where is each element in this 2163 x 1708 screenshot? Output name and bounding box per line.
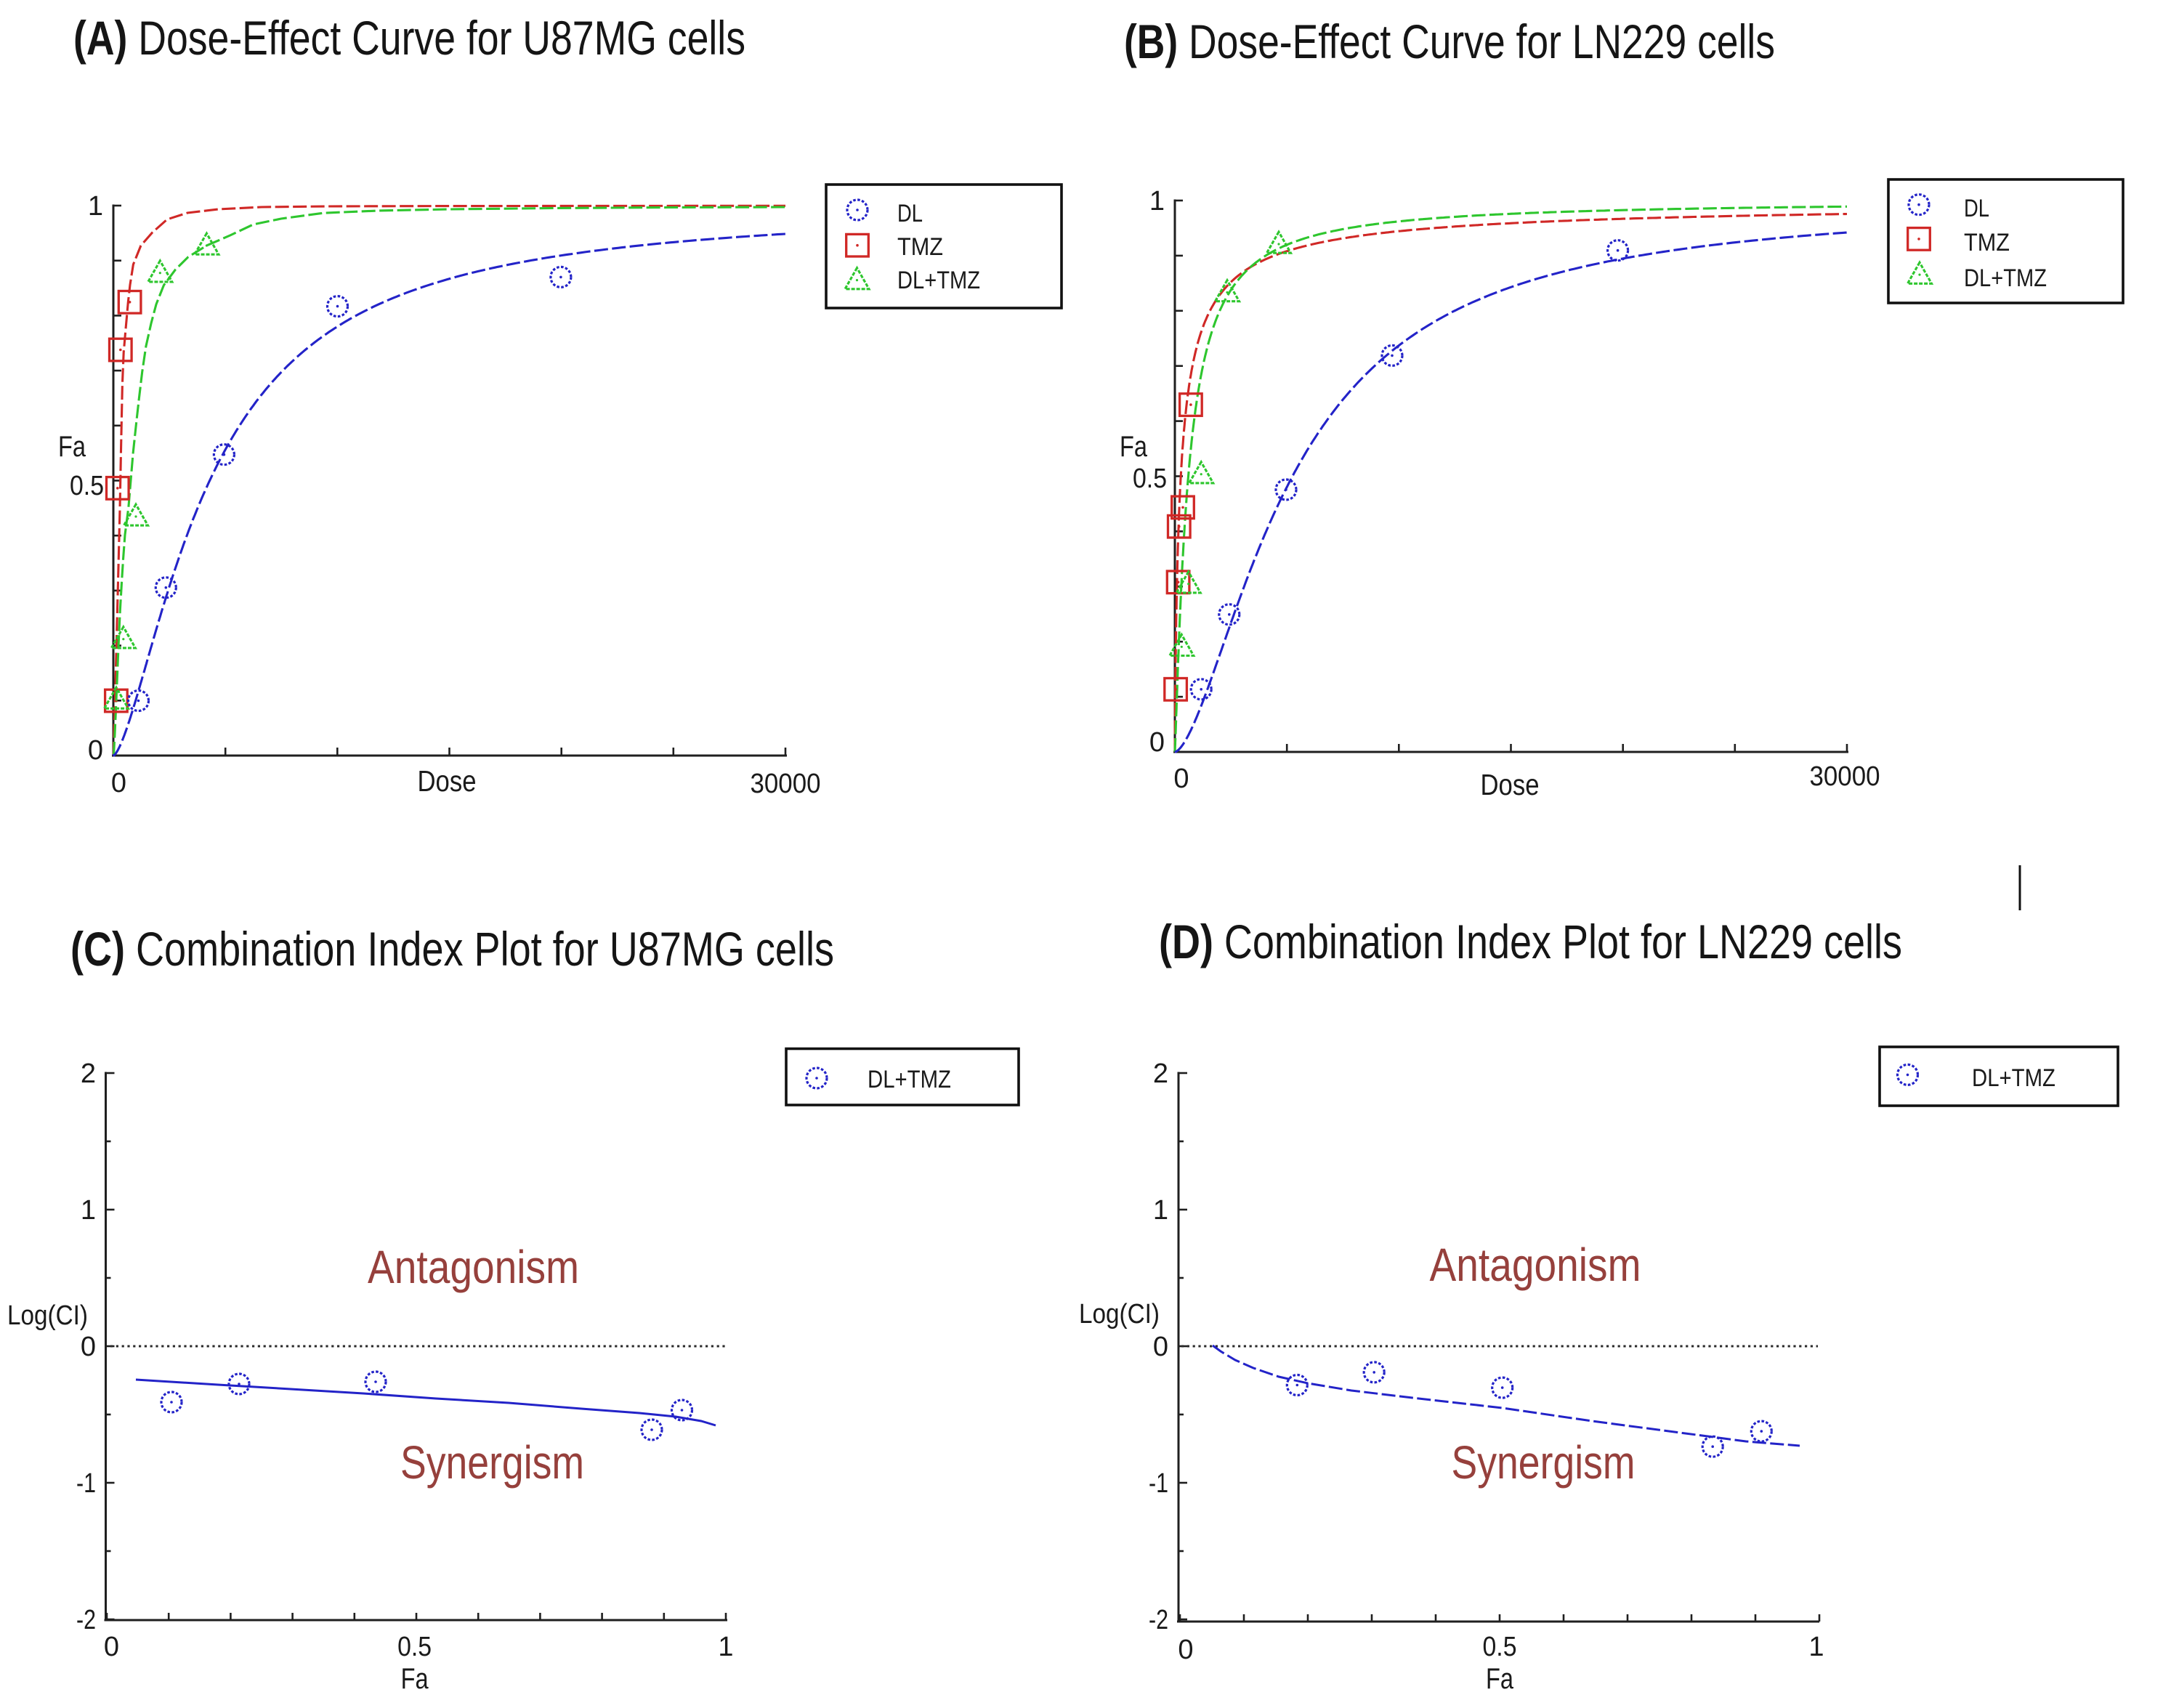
svg-text:Antagonism: Antagonism [1430,1239,1641,1291]
svg-text:Antagonism: Antagonism [368,1241,579,1293]
svg-text:DL: DL [1964,195,1989,222]
svg-text:0: 0 [1153,1332,1168,1362]
svg-text:(D) Combination Index Plot for: (D) Combination Index Plot for LN229 cel… [1159,915,1902,968]
svg-text:Fa: Fa [1120,431,1148,463]
svg-text:0: 0 [104,1632,119,1662]
svg-text:(B) Dose-Effect Curve for LN22: (B) Dose-Effect Curve for LN229 cells [1124,15,1775,68]
svg-text:Fa: Fa [1486,1663,1514,1695]
svg-text:0: 0 [81,1332,96,1362]
svg-text:Log(CI): Log(CI) [7,1300,88,1331]
svg-text:(C) Combination Index Plot for: (C) Combination Index Plot for U87MG cel… [70,922,834,976]
svg-text:1: 1 [718,1632,733,1662]
svg-text:Dose: Dose [418,764,477,798]
svg-text:Synergism: Synergism [1452,1436,1636,1489]
svg-text:Dose: Dose [1481,768,1540,801]
svg-text:1: 1 [81,1195,96,1226]
svg-text:30000: 30000 [1810,761,1880,792]
svg-text:-1: -1 [1149,1468,1168,1499]
svg-text:0: 0 [88,735,103,766]
svg-text:0.5: 0.5 [1133,464,1167,494]
svg-text:Log(CI): Log(CI) [1079,1299,1160,1329]
svg-text:(A) Dose-Effect Curve for U87M: (A) Dose-Effect Curve for U87MG cells [73,11,745,65]
svg-text:0: 0 [1178,1635,1193,1665]
svg-text:DL+TMZ: DL+TMZ [1972,1064,2055,1092]
svg-text:-2: -2 [1149,1605,1168,1635]
svg-text:30000: 30000 [751,769,821,799]
svg-text:0: 0 [1149,727,1165,758]
svg-text:0: 0 [111,768,126,798]
svg-text:TMZ: TMZ [1964,229,2010,256]
svg-text:Fa: Fa [401,1663,429,1695]
svg-text:DL+TMZ: DL+TMZ [1964,264,2047,292]
svg-text:0.5: 0.5 [397,1632,432,1662]
svg-text:0.5: 0.5 [1483,1632,1517,1662]
svg-text:DL+TMZ: DL+TMZ [897,267,980,294]
svg-text:-2: -2 [76,1605,96,1635]
svg-text:0: 0 [1173,764,1189,794]
svg-text:-1: -1 [76,1468,96,1499]
svg-text:TMZ: TMZ [897,233,943,261]
svg-text:Fa: Fa [58,431,86,463]
svg-text:2: 2 [81,1059,96,1089]
svg-text:1: 1 [88,191,103,222]
svg-text:1: 1 [1149,186,1165,216]
svg-text:DL: DL [897,200,923,227]
svg-text:1: 1 [1153,1195,1168,1226]
svg-text:1: 1 [1808,1632,1824,1662]
svg-text:0.5: 0.5 [70,471,104,501]
svg-text:2: 2 [1153,1059,1168,1089]
svg-text:Synergism: Synergism [400,1436,584,1489]
svg-text:DL+TMZ: DL+TMZ [868,1066,951,1093]
